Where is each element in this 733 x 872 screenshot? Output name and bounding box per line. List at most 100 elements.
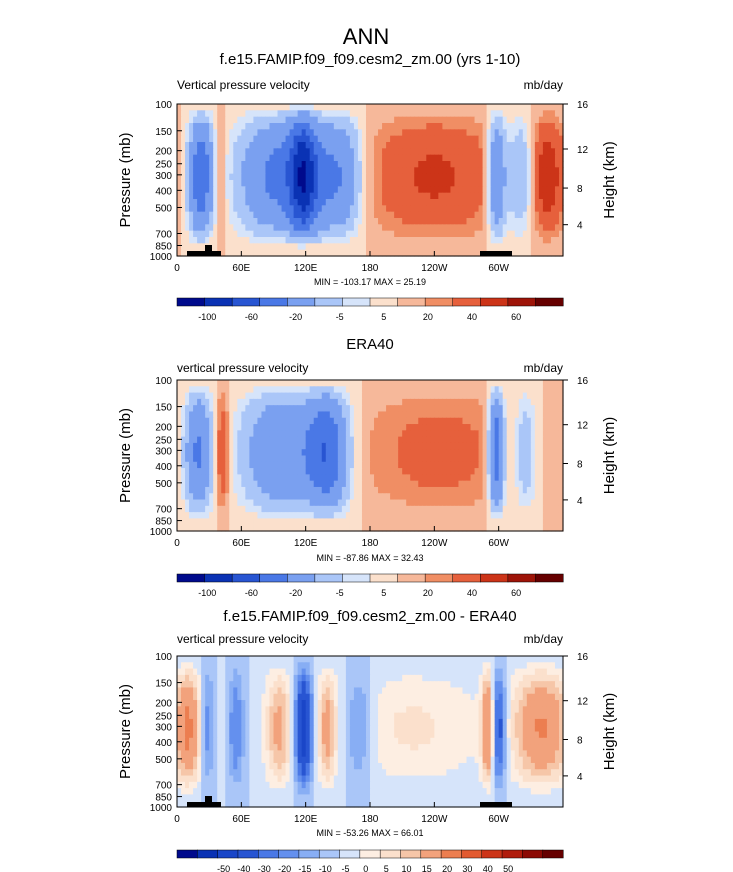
heatmap-cell (281, 123, 287, 130)
heatmap-cell (313, 524, 319, 532)
heatmap-cell (474, 392, 480, 400)
heatmap-cell (309, 243, 315, 251)
heatmap-cell (482, 104, 488, 111)
heatmap-cell (333, 411, 339, 419)
heatmap-cell (470, 405, 476, 413)
heatmap-cell (398, 104, 403, 111)
heatmap-cell (418, 430, 423, 438)
heatmap-cell (325, 405, 331, 413)
heatmap-cell (317, 110, 323, 118)
heatmap-cell (209, 386, 214, 394)
heatmap-cell (522, 486, 528, 494)
heatmap-cell (534, 662, 540, 670)
heatmap-cell (546, 480, 552, 488)
heatmap-cell (209, 218, 214, 225)
heatmap-cell (374, 167, 379, 175)
heatmap-cell (321, 218, 327, 225)
heatmap-cell (458, 135, 464, 143)
heatmap-cell (333, 186, 339, 194)
heatmap-cell (241, 380, 246, 387)
heatmap-cell (213, 192, 218, 200)
heatmap-cell (478, 424, 484, 431)
heatmap-cell (293, 249, 299, 257)
heatmap-cell (221, 211, 226, 219)
heatmap-cell (357, 486, 363, 494)
colorbar-swatch (259, 573, 288, 583)
heatmap-cell (418, 455, 423, 463)
heatmap-cell (494, 662, 500, 670)
heatmap-cell (530, 474, 536, 482)
heatmap-cell (534, 468, 540, 475)
heatmap-cell (486, 116, 492, 124)
heatmap-cell (502, 398, 508, 406)
heatmap-cell (434, 486, 439, 494)
heatmap-cell (386, 218, 391, 225)
heatmap-cell (317, 211, 323, 219)
heatmap-cell (225, 148, 230, 156)
heatmap-cell (546, 449, 552, 457)
heatmap-cell (333, 449, 339, 457)
heatmap-cell (438, 230, 443, 238)
heatmap-cell (370, 148, 375, 156)
heatmap-cell (526, 656, 532, 663)
heatmap-cell (181, 249, 186, 257)
heatmap-cell (205, 224, 210, 232)
heatmap-cell (257, 380, 263, 387)
heatmap-cell (546, 436, 552, 444)
heatmap-cell (285, 662, 291, 670)
heatmap-cell (193, 218, 198, 225)
heatmap-cell (309, 161, 315, 168)
heatmap-cell (321, 148, 327, 156)
heatmap-cell (454, 480, 460, 488)
heatmap-cell (458, 380, 464, 387)
heatmap-cell (317, 468, 323, 475)
heatmap-cell (365, 524, 371, 532)
heatmap-cell (277, 186, 283, 194)
heatmap-cell (249, 104, 254, 111)
heatmap-cell (538, 398, 544, 406)
heatmap-cell (466, 249, 472, 257)
heatmap-cell (550, 224, 556, 232)
heatmap-cell (313, 392, 319, 400)
heatmap-cell (245, 424, 250, 431)
heatmap-cell (474, 436, 480, 444)
heatmap-cell (398, 230, 403, 238)
heatmap-cell (518, 205, 524, 213)
heatmap-cell (474, 662, 480, 670)
heatmap-cell (201, 512, 206, 520)
heatmap-cell (205, 148, 210, 156)
heatmap-cell (345, 662, 351, 670)
heatmap-cell (466, 180, 472, 187)
heatmap-cell (382, 424, 387, 431)
colorbar-label: -20 (289, 312, 302, 322)
heatmap-cell (357, 449, 363, 457)
heatmap-cell (546, 411, 552, 419)
heatmap-cell (446, 424, 452, 431)
heatmap-cell (325, 186, 331, 194)
heatmap-cell (494, 148, 500, 156)
heatmap-cell (430, 417, 435, 425)
heatmap-cell (518, 518, 524, 526)
heatmap-cell (402, 161, 407, 168)
heatmap-cell (233, 505, 238, 513)
heatmap-cell (253, 161, 259, 168)
heatmap-cell (550, 110, 556, 118)
heatmap-cell (430, 436, 435, 444)
heatmap-cell (261, 668, 267, 676)
heatmap-cell (486, 398, 492, 406)
heatmap-cell (490, 662, 496, 670)
heatmap-cell (337, 161, 343, 168)
heatmap-cell (530, 123, 536, 130)
heatmap-cell (237, 499, 242, 507)
heatmap-cell (502, 524, 508, 532)
heatmap-cell (538, 218, 544, 225)
heatmap-cell (514, 461, 520, 469)
heatmap-cell (414, 398, 419, 406)
heatmap-cell (309, 135, 315, 143)
heatmap-cell (353, 424, 359, 431)
heatmap-cell (554, 230, 560, 238)
heatmap-cell (193, 518, 198, 526)
heatmap-cell (361, 386, 367, 394)
heatmap-cell (542, 417, 548, 425)
heatmap-cell (474, 186, 480, 194)
